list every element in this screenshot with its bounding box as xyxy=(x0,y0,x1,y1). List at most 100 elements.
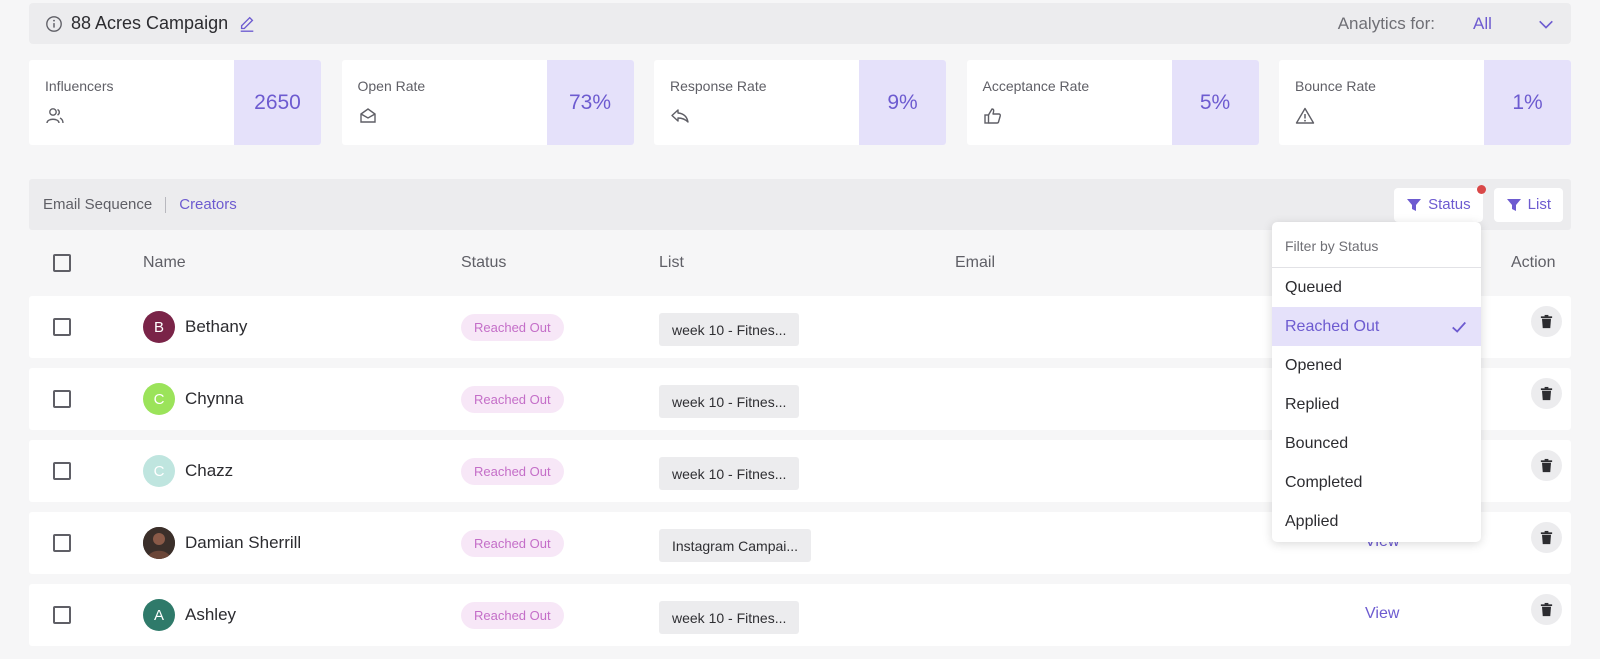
stat-label: Open Rate xyxy=(357,78,426,94)
row-checkbox[interactable] xyxy=(53,606,71,624)
stat-value: 1% xyxy=(1484,60,1571,145)
table-row: A Ashley Reached Out week 10 - Fitnes...… xyxy=(29,584,1571,646)
status-option-applied[interactable]: Applied xyxy=(1272,502,1481,541)
creator-name: Bethany xyxy=(185,317,248,336)
status-option-replied[interactable]: Replied xyxy=(1272,385,1481,424)
analytics-selector[interactable]: Analytics for: All xyxy=(1338,14,1555,34)
row-checkbox[interactable] xyxy=(53,462,71,480)
trash-icon xyxy=(1540,386,1553,401)
status-option-queued[interactable]: Queued xyxy=(1272,268,1481,307)
active-filter-dot xyxy=(1476,184,1486,194)
avatar: A xyxy=(143,599,175,631)
option-label: Reached Out xyxy=(1285,317,1380,335)
analytics-value[interactable]: All xyxy=(1473,13,1492,33)
campaign-header: 88 Acres Campaign Analytics for: All xyxy=(29,3,1571,44)
status-filter-dropdown: Filter by Status Queued Reached Out Open… xyxy=(1272,222,1481,542)
reply-icon xyxy=(671,109,689,123)
stat-label: Influencers xyxy=(45,78,114,94)
filter-icon xyxy=(1407,198,1422,211)
list-chip: week 10 - Fitnes... xyxy=(659,385,800,418)
select-all-checkbox[interactable] xyxy=(53,254,71,272)
tab-creators[interactable]: Creators xyxy=(179,196,237,213)
pencil-edit-icon[interactable] xyxy=(238,15,256,33)
list-chip: week 10 - Fitnes... xyxy=(659,313,800,346)
status-option-bounced[interactable]: Bounced xyxy=(1272,424,1481,463)
trash-icon xyxy=(1540,530,1553,545)
trash-icon xyxy=(1540,602,1553,617)
table-header: Name Status List Email Action xyxy=(29,245,1571,281)
users-icon xyxy=(46,108,64,124)
list-chip: Instagram Campai... xyxy=(659,529,812,562)
delete-button[interactable] xyxy=(1531,378,1562,409)
trash-icon xyxy=(1540,458,1553,473)
info-icon xyxy=(46,15,62,32)
tab-divider xyxy=(165,196,167,213)
column-header-action: Action xyxy=(1511,254,1556,271)
option-label: Opened xyxy=(1285,356,1342,374)
column-header-email: Email xyxy=(955,254,996,271)
stat-card-bounce-rate: Bounce Rate 1% xyxy=(1279,60,1571,145)
stat-label: Response Rate xyxy=(670,78,767,94)
filter-icon xyxy=(1506,198,1521,211)
stat-label: Acceptance Rate xyxy=(982,78,1090,94)
stat-value: 2650 xyxy=(234,60,321,145)
status-option-completed[interactable]: Completed xyxy=(1272,463,1481,502)
avatar: C xyxy=(143,383,175,415)
status-filter-label: Status xyxy=(1428,196,1471,213)
avatar: B xyxy=(143,311,175,343)
dropdown-title: Filter by Status xyxy=(1272,222,1481,268)
list-filter-button[interactable]: List xyxy=(1493,187,1563,222)
analytics-label: Analytics for: xyxy=(1337,13,1435,33)
stat-card-acceptance-rate: Acceptance Rate 5% xyxy=(966,60,1259,145)
stat-value: 9% xyxy=(859,60,946,145)
status-filter-button[interactable]: Status xyxy=(1394,184,1486,222)
delete-button[interactable] xyxy=(1531,450,1562,481)
status-badge: Reached Out xyxy=(461,458,564,485)
status-option-opened[interactable]: Opened xyxy=(1272,346,1481,385)
stats-row: Influencers 2650 Open Rate 73% Response … xyxy=(29,60,1571,145)
list-filter-label: List xyxy=(1527,196,1551,213)
status-badge: Reached Out xyxy=(461,386,564,413)
delete-button[interactable] xyxy=(1531,522,1562,553)
delete-button[interactable] xyxy=(1531,594,1562,625)
creator-name: Chynna xyxy=(185,389,244,408)
envelope-open-icon xyxy=(359,108,376,123)
option-label: Completed xyxy=(1285,473,1363,491)
list-chip: week 10 - Fitnes... xyxy=(659,457,800,490)
row-checkbox[interactable] xyxy=(53,390,71,408)
column-header-status: Status xyxy=(461,254,507,271)
stat-card-response-rate: Response Rate 9% xyxy=(654,60,946,145)
page-title: 88 Acres Campaign xyxy=(71,13,229,33)
row-checkbox[interactable] xyxy=(53,534,71,552)
checkmark-icon xyxy=(1452,321,1466,333)
option-label: Queued xyxy=(1285,278,1342,296)
creator-name: Damian Sherrill xyxy=(185,533,302,552)
column-header-list: List xyxy=(659,254,684,271)
option-label: Bounced xyxy=(1285,434,1349,452)
column-header-name: Name xyxy=(143,254,186,271)
filter-group: Status List xyxy=(1394,184,1563,222)
stat-value: 5% xyxy=(1171,60,1259,145)
creator-name: Chazz xyxy=(185,461,234,480)
tab-bar: Email Sequence Creators Status List xyxy=(29,179,1571,230)
thumbs-up-icon xyxy=(983,108,1001,124)
status-badge: Reached Out xyxy=(461,314,564,341)
avatar-photo xyxy=(143,527,175,559)
person-photo-icon xyxy=(143,527,175,559)
status-badge: Reached Out xyxy=(461,602,564,629)
stat-card-open-rate: Open Rate 73% xyxy=(341,60,634,145)
chevron-down-icon[interactable] xyxy=(1537,15,1555,33)
row-checkbox[interactable] xyxy=(53,318,71,336)
list-chip: week 10 - Fitnes... xyxy=(659,601,800,634)
stat-value: 73% xyxy=(546,60,634,145)
stat-label: Bounce Rate xyxy=(1295,78,1376,94)
status-option-reached-out[interactable]: Reached Out xyxy=(1272,307,1481,346)
avatar: C xyxy=(143,455,175,487)
view-link[interactable]: View xyxy=(1365,605,1400,622)
trash-icon xyxy=(1540,314,1553,329)
creator-name: Ashley xyxy=(185,605,237,624)
delete-button[interactable] xyxy=(1531,306,1562,337)
option-label: Replied xyxy=(1285,395,1340,413)
tab-email-sequence[interactable]: Email Sequence xyxy=(43,196,153,213)
stat-card-influencers: Influencers 2650 xyxy=(29,60,321,145)
